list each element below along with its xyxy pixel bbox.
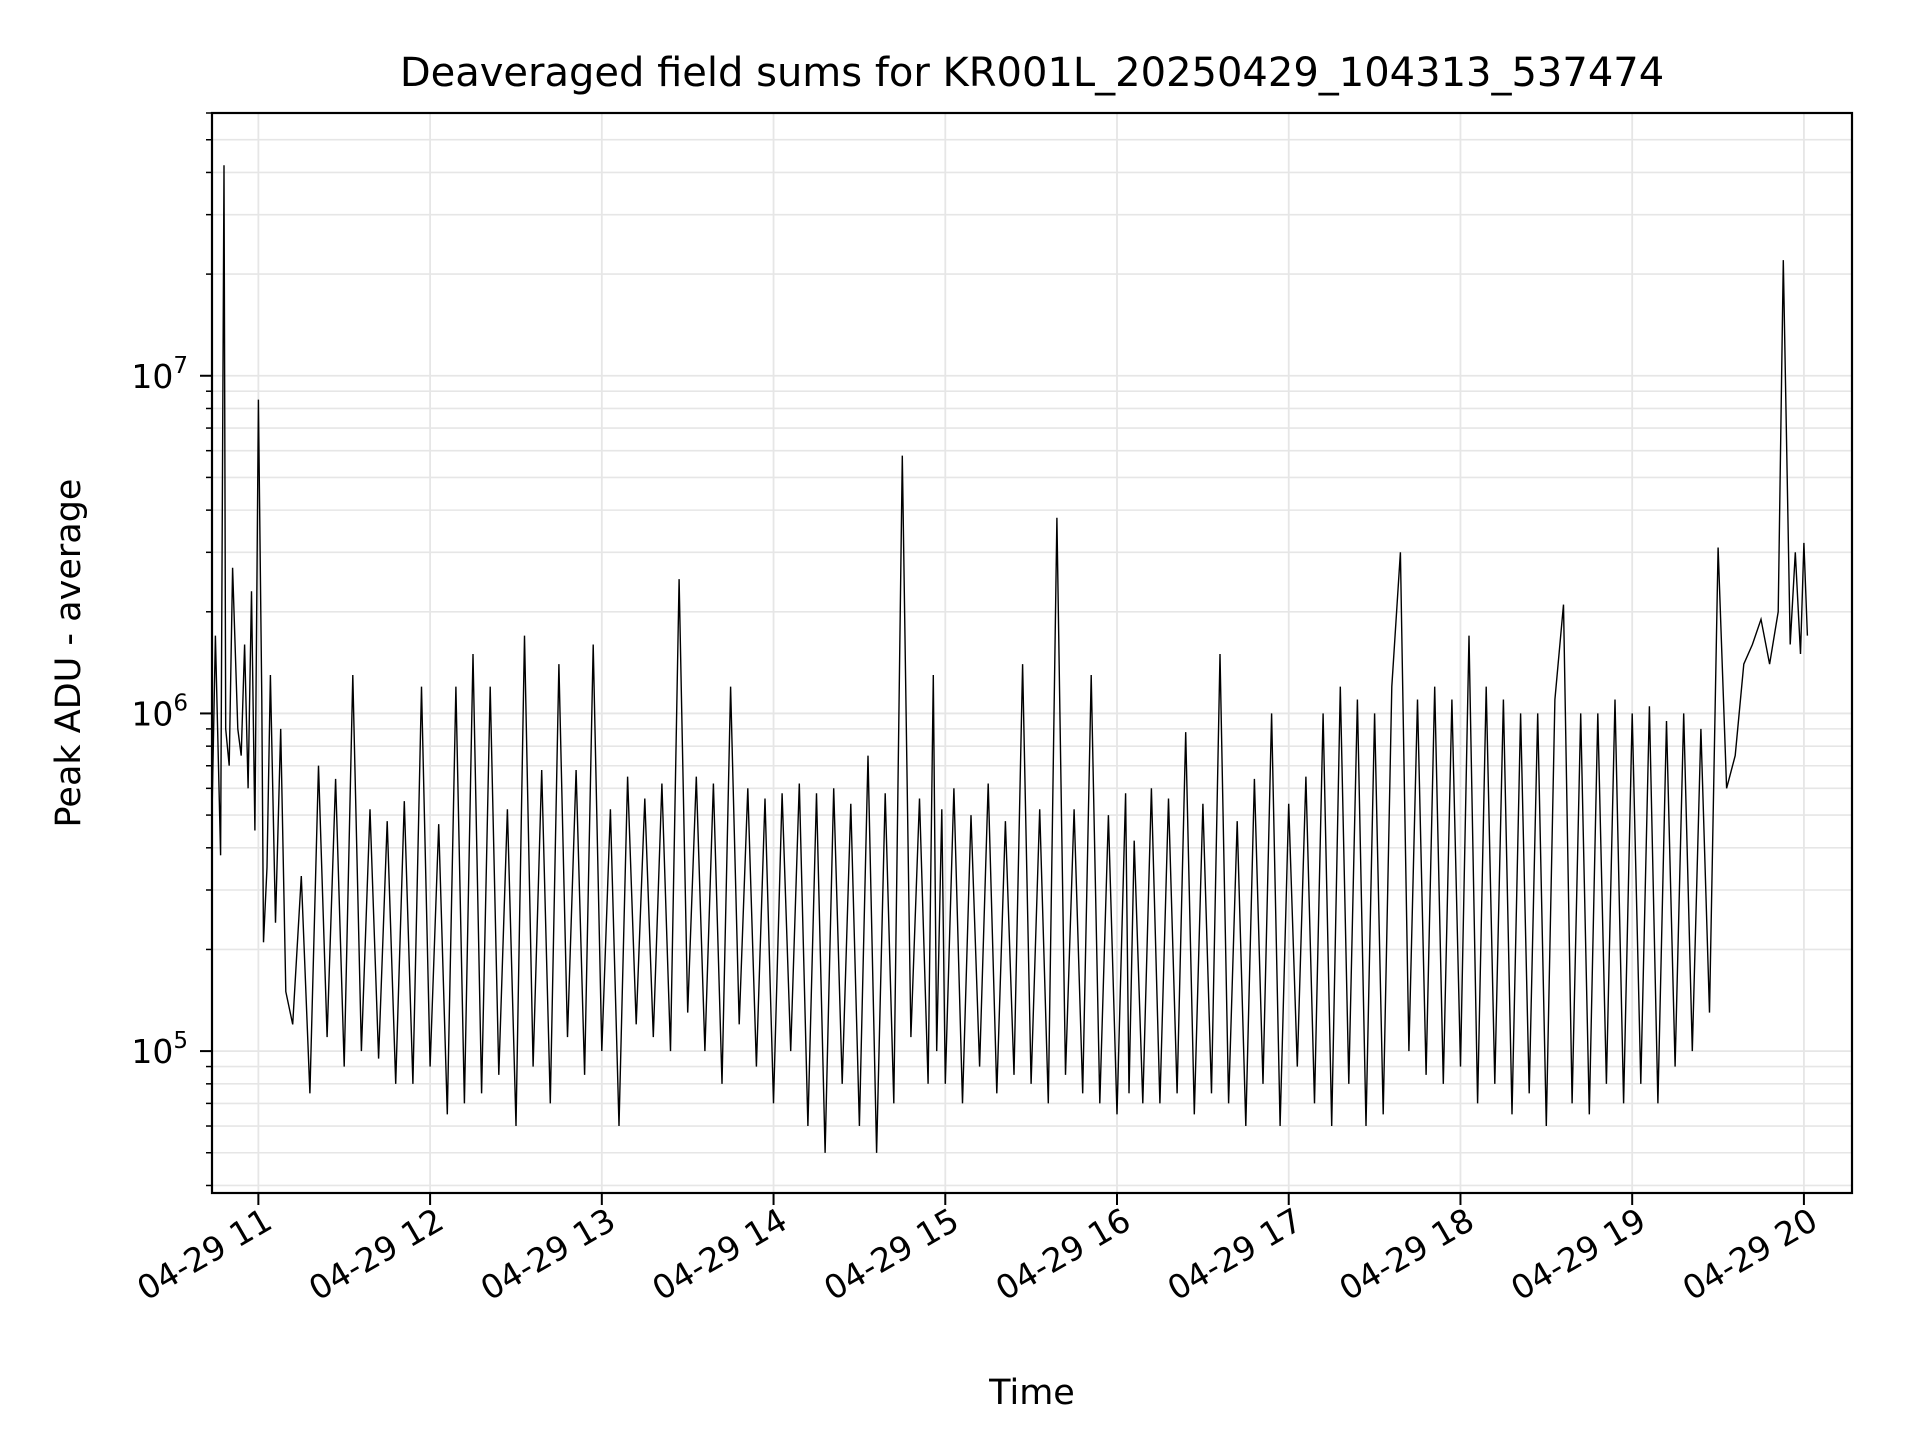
axes-frame: [210, 111, 1854, 1195]
y-axis-label: Peak ADU - average: [49, 479, 89, 828]
data-series: [211, 165, 1809, 1153]
chart-title: Deaveraged field sums for KR001L_2025042…: [400, 50, 1664, 96]
x-axis-label: Time: [988, 1373, 1075, 1413]
plot-area: [210, 111, 1854, 1195]
y-tick-label: 107: [131, 353, 188, 396]
y-axis: 105 106 107: [131, 112, 212, 1187]
y-tick-label: 106: [131, 690, 188, 733]
series-line: [211, 165, 1809, 1153]
y-tick-label: 105: [131, 1028, 188, 1071]
